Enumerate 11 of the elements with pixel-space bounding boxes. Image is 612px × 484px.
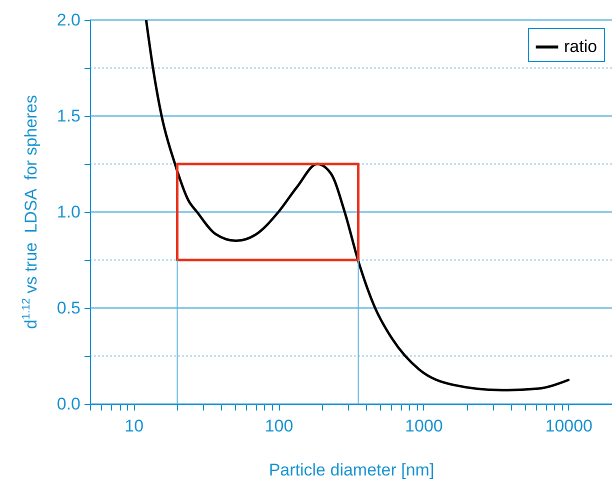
y-tick-label: 0.5 <box>56 298 80 318</box>
x-tick-label: 1000 <box>405 416 443 436</box>
x-axis-title: Particle diameter [nm] <box>268 460 434 480</box>
y-tick-label: 1.5 <box>56 106 80 126</box>
y-tick-label: 0.0 <box>56 394 80 414</box>
x-tick-label: 10000 <box>545 416 593 436</box>
x-tick-label: 100 <box>264 416 294 436</box>
x-tick-label: 10 <box>124 416 144 436</box>
y-tick-label: 2.0 <box>56 10 80 30</box>
y-tick-label: 1.0 <box>56 202 80 222</box>
legend-label: ratio <box>564 37 598 56</box>
